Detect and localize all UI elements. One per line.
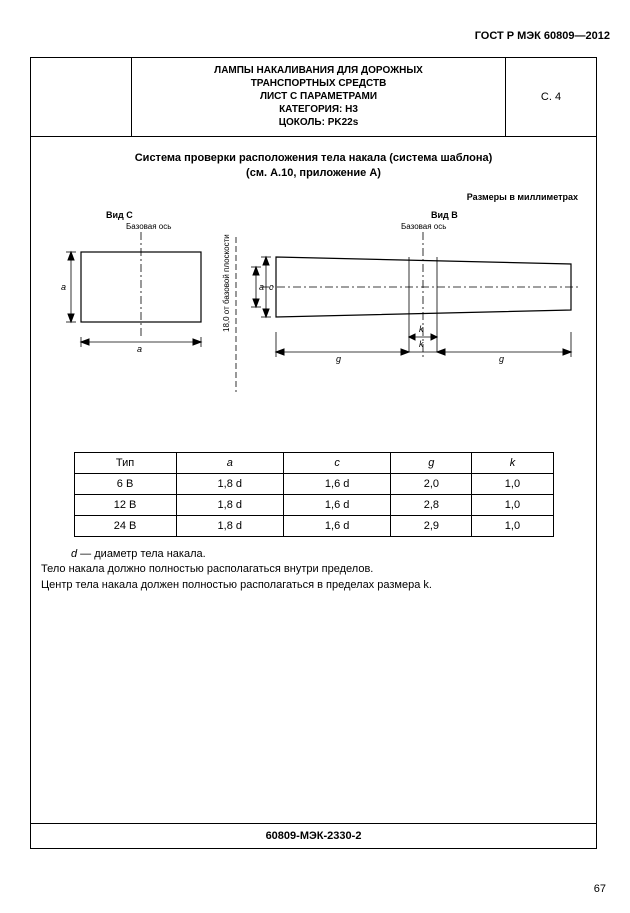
dim-a-bottom: a xyxy=(137,344,142,354)
cell: 1,8 d xyxy=(176,494,283,515)
title-line: ЦОКОЛЬ: PK22s xyxy=(136,116,501,129)
dim-c-viewb: c xyxy=(269,282,274,292)
dim-k: k xyxy=(419,339,424,349)
col-type: Тип xyxy=(74,452,176,473)
cell: 2,8 xyxy=(391,494,472,515)
view-c-label: Вид С xyxy=(106,210,133,220)
title-line: ЛИСТ С ПАРАМЕТРАМИ xyxy=(136,90,501,103)
page-number: 67 xyxy=(594,883,606,895)
title-line: ТРАНСПОРТНЫХ СРЕДСТВ xyxy=(136,77,501,90)
cell: 1,6 d xyxy=(283,515,390,536)
ref-axis-label-c: Базовая ось xyxy=(126,222,171,231)
cell: 6 В xyxy=(74,473,176,494)
cell: 1,6 d xyxy=(283,494,390,515)
col-a: a xyxy=(176,452,283,473)
title-row: ЛАМПЫ НАКАЛИВАНИЯ ДЛЯ ДОРОЖНЫХ ТРАНСПОРТ… xyxy=(31,58,596,137)
diagram-svg: 18,0 от базовой плоскости xyxy=(31,192,596,432)
parameters-table: Тип a c g k 6 В 1,8 d 1,6 d 2,0 1,0 12 В xyxy=(74,452,554,537)
vertical-note: 18,0 от базовой плоскости xyxy=(222,234,231,332)
dim-a-viewb: a xyxy=(259,282,264,292)
subtitle-line: (см. А.10, приложение А) xyxy=(31,166,596,181)
cell: 2,9 xyxy=(391,515,472,536)
cell: 24 В xyxy=(74,515,176,536)
dimensions-note: Размеры в миллиметрах xyxy=(467,192,578,202)
subtitle-line: Система проверки расположения тела накал… xyxy=(31,151,596,166)
title-center-cell: ЛАМПЫ НАКАЛИВАНИЯ ДЛЯ ДОРОЖНЫХ ТРАНСПОРТ… xyxy=(132,58,505,136)
col-k: k xyxy=(472,452,553,473)
diagram-area: Размеры в миллиметрах Вид С Вид В Базова… xyxy=(31,192,596,432)
note-line: Тело накала должно полностью располагать… xyxy=(41,562,596,577)
view-b-label: Вид В xyxy=(431,210,458,220)
note-line: Центр тела накала должен полностью распо… xyxy=(41,578,596,593)
content-frame: ЛАМПЫ НАКАЛИВАНИЯ ДЛЯ ДОРОЖНЫХ ТРАНСПОРТ… xyxy=(30,57,597,849)
dim-k2: k xyxy=(419,324,424,334)
table-row: 24 В 1,8 d 1,6 d 2,9 1,0 xyxy=(74,515,553,536)
cell: 12 В xyxy=(74,494,176,515)
table-row: 6 В 1,8 d 1,6 d 2,0 1,0 xyxy=(74,473,553,494)
cell: 1,0 xyxy=(472,494,553,515)
table-row: 12 В 1,8 d 1,6 d 2,8 1,0 xyxy=(74,494,553,515)
notes-block: d — d — диаметр тела накала.диаметр тела… xyxy=(41,547,596,593)
cell: 1,8 d xyxy=(176,515,283,536)
cell: 1,0 xyxy=(472,515,553,536)
table-header-row: Тип a c g k xyxy=(74,452,553,473)
cell: 1,6 d xyxy=(283,473,390,494)
title-line: ЛАМПЫ НАКАЛИВАНИЯ ДЛЯ ДОРОЖНЫХ xyxy=(136,64,501,77)
cell: 1,8 d xyxy=(176,473,283,494)
dim-g-left: g xyxy=(336,354,341,364)
ref-axis-label-b: Базовая ось xyxy=(401,222,446,231)
note-d-definition: d — d — диаметр тела накала.диаметр тела… xyxy=(71,547,596,562)
title-line: КАТЕГОРИЯ: H3 xyxy=(136,103,501,116)
document-standard-id: ГОСТ Р МЭК 60809—2012 xyxy=(30,30,610,42)
title-left-cell xyxy=(31,58,132,136)
footer-code: 60809-МЭК-2330-2 xyxy=(31,823,596,848)
dim-a-left: a xyxy=(61,282,66,292)
section-subtitle: Система проверки расположения тела накал… xyxy=(31,151,596,182)
col-c: c xyxy=(283,452,390,473)
sheet-page-ref: С. 4 xyxy=(505,58,596,136)
cell: 1,0 xyxy=(472,473,553,494)
cell: 2,0 xyxy=(391,473,472,494)
col-g: g xyxy=(391,452,472,473)
dim-g-right: g xyxy=(499,354,504,364)
